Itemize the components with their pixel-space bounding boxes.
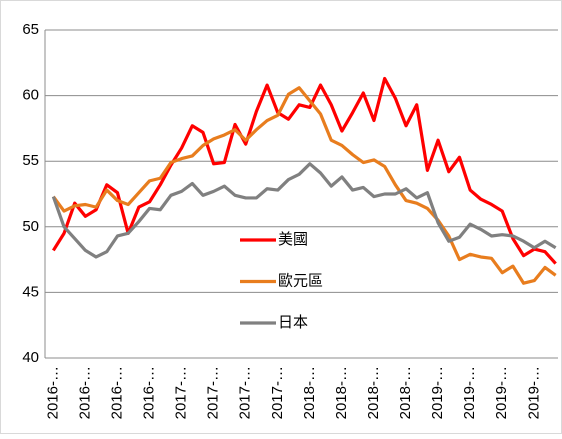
x-tick-label: 2019-… — [461, 366, 478, 419]
series-line — [51, 162, 557, 259]
y-tick-label: 50 — [22, 218, 39, 235]
x-tick-label: 2018-… — [333, 366, 350, 419]
x-tick-label: 2017-… — [237, 366, 254, 419]
series-line — [52, 86, 557, 285]
y-tick-label: 40 — [22, 349, 39, 366]
x-tick-label: 2018-… — [397, 366, 414, 419]
y-tick-label: 60 — [22, 87, 39, 104]
legend-label: 美國 — [278, 231, 308, 248]
y-tick-label: 65 — [22, 21, 39, 38]
x-tick-label: 2017-… — [173, 366, 190, 419]
x-tick-label: 2016-… — [141, 366, 158, 419]
x-tick-label: 2016-… — [108, 366, 125, 419]
x-tick-label: 2019-… — [525, 366, 542, 419]
x-tick-label: 2018-… — [301, 366, 318, 419]
legend-label: 日本 — [278, 314, 308, 331]
x-tick-label: 2017-… — [269, 366, 286, 419]
x-tick-label: 2016-… — [44, 366, 61, 419]
y-tick-label: 45 — [22, 283, 39, 300]
series-line — [51, 76, 557, 265]
x-tick-label: 2019-… — [493, 366, 510, 419]
x-tick-label: 2018-… — [365, 366, 382, 419]
x-tick-label: 2016-… — [76, 366, 93, 419]
x-tick-label: 2017-… — [205, 366, 222, 419]
x-tick-label: 2019-… — [429, 366, 446, 419]
y-tick-label: 55 — [22, 152, 39, 169]
legend-label: 歐元區 — [278, 272, 323, 289]
